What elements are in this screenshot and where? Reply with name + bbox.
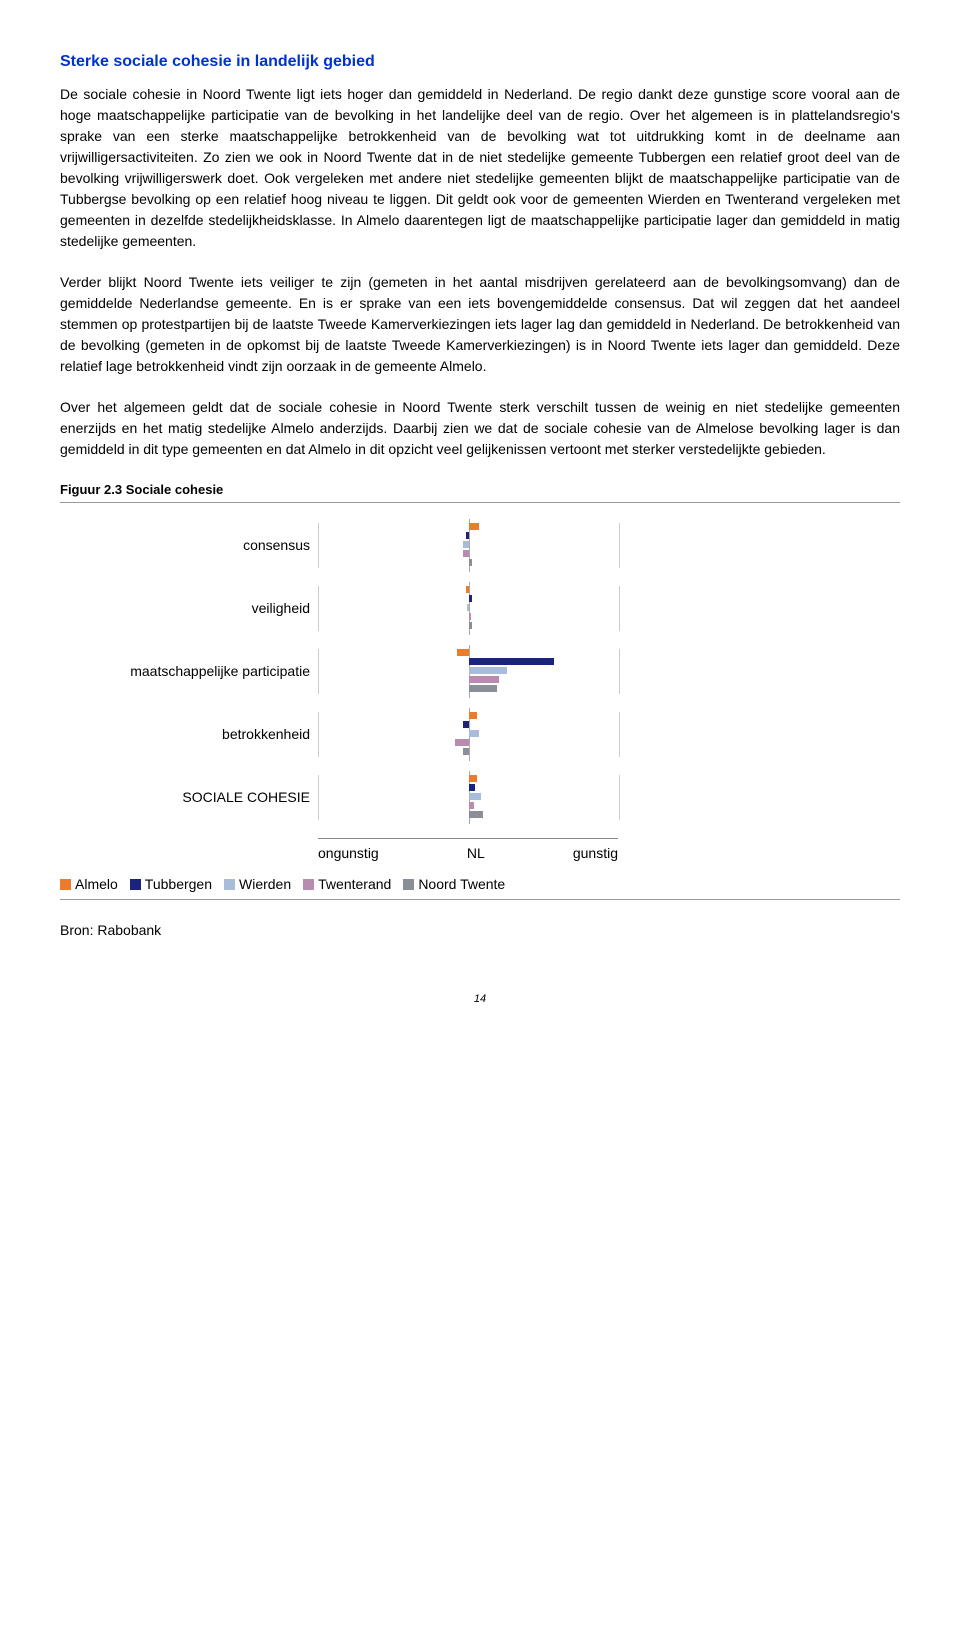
bar xyxy=(469,811,483,818)
bar xyxy=(466,586,469,593)
axis-label-left: ongunstig xyxy=(318,843,379,864)
bar xyxy=(463,541,469,548)
axis-label-right: gunstig xyxy=(573,843,618,864)
legend-item: Noord Twente xyxy=(403,876,505,892)
legend-swatch xyxy=(130,879,141,890)
bar-region xyxy=(318,775,620,820)
bar xyxy=(457,649,469,656)
bar xyxy=(469,622,472,629)
bar xyxy=(455,739,469,746)
axis-label-center: NL xyxy=(467,843,485,864)
chart-category: maatschappelijke participatie xyxy=(60,649,620,694)
bar xyxy=(469,793,481,800)
divider xyxy=(60,502,900,503)
bar-region xyxy=(318,649,620,694)
bar xyxy=(469,559,472,566)
legend-label: Tubbergen xyxy=(145,876,212,892)
legend-item: Twenterand xyxy=(303,876,391,892)
paragraph-1: De sociale cohesie in Noord Twente ligt … xyxy=(60,84,900,252)
bar xyxy=(469,730,479,737)
chart-category: consensus xyxy=(60,523,620,568)
bar xyxy=(469,712,477,719)
legend-item: Wierden xyxy=(224,876,291,892)
section-heading: Sterke sociale cohesie in landelijk gebi… xyxy=(60,50,900,74)
paragraph-3: Over het algemeen geldt dat de sociale c… xyxy=(60,397,900,460)
chart-category: betrokkenheid xyxy=(60,712,620,757)
chart-category: veiligheid xyxy=(60,586,620,631)
chart-axis: ongunstig NL gunstig xyxy=(60,838,900,864)
category-label: consensus xyxy=(60,535,318,556)
legend-item: Almelo xyxy=(60,876,118,892)
bar xyxy=(463,721,469,728)
bar-region xyxy=(318,523,620,568)
bar xyxy=(469,676,499,683)
bar-region xyxy=(318,712,620,757)
bar xyxy=(466,532,469,539)
legend-item: Tubbergen xyxy=(130,876,212,892)
bar xyxy=(469,802,474,809)
divider xyxy=(60,899,900,900)
legend-label: Twenterand xyxy=(318,876,391,892)
figure-source: Bron: Rabobank xyxy=(60,920,900,941)
legend-label: Wierden xyxy=(239,876,291,892)
category-label: betrokkenheid xyxy=(60,724,318,745)
bar-region xyxy=(318,586,620,631)
legend-swatch xyxy=(403,879,414,890)
chart-legend: Almelo Tubbergen Wierden Twenterand Noord Tw… xyxy=(60,874,900,895)
legend-label: Almelo xyxy=(75,876,118,892)
category-label: SOCIALE COHESIE xyxy=(60,787,318,808)
paragraph-2: Verder blijkt Noord Twente iets veiliger… xyxy=(60,272,900,377)
category-label: maatschappelijke participatie xyxy=(60,661,318,682)
bar xyxy=(469,595,472,602)
bar xyxy=(469,784,475,791)
bar xyxy=(469,667,507,674)
page-number: 14 xyxy=(60,991,900,1008)
legend-label: Noord Twente xyxy=(418,876,505,892)
category-label: veiligheid xyxy=(60,598,318,619)
bar-chart: consensus veiligheid maatschappelijke part… xyxy=(60,523,620,820)
legend-swatch xyxy=(60,879,71,890)
figure-title: Figuur 2.3 Sociale cohesie xyxy=(60,480,900,500)
legend-swatch xyxy=(224,879,235,890)
chart-category: SOCIALE COHESIE xyxy=(60,775,620,820)
bar xyxy=(469,775,477,782)
bar xyxy=(467,604,469,611)
bar xyxy=(469,613,471,620)
legend-swatch xyxy=(303,879,314,890)
bar xyxy=(463,550,469,557)
bar xyxy=(463,748,469,755)
bar xyxy=(469,658,554,665)
bar xyxy=(469,523,479,530)
bar xyxy=(469,685,497,692)
